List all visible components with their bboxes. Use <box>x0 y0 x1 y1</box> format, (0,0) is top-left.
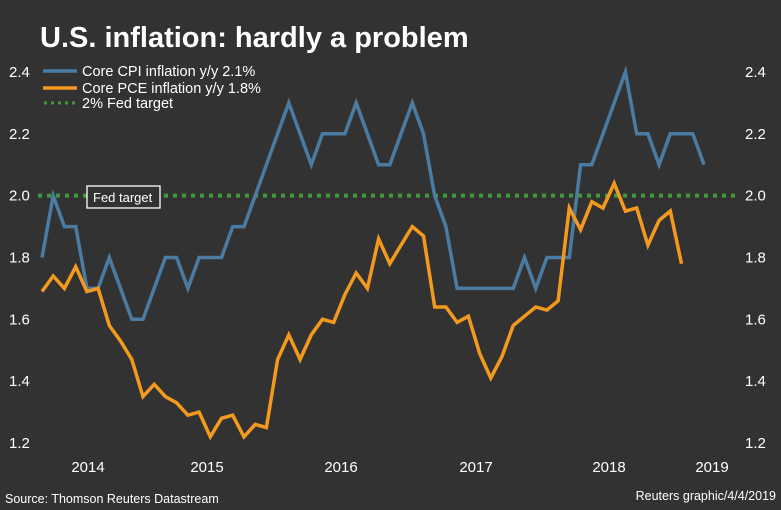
y-tick-label-right: 2.2 <box>745 126 766 143</box>
y-tick-label-left: 2.2 <box>9 126 30 143</box>
y-tick-label-right: 1.8 <box>745 250 766 267</box>
y-tick-label-right: 2.4 <box>745 64 766 81</box>
y-axis-right: 2.4 2.2 2.0 1.8 1.6 1.4 1.2 <box>745 64 766 452</box>
y-tick-label-left: 1.2 <box>9 435 30 452</box>
x-tick-label: 2019 <box>695 459 728 476</box>
x-tick-label: 2016 <box>324 459 357 476</box>
annotation-label: Fed target <box>93 190 153 205</box>
credit-note: Reuters graphic/4/4/2019 <box>636 489 776 503</box>
y-tick-label-left: 2.0 <box>9 188 30 205</box>
chart-title: U.S. inflation: hardly a problem <box>40 22 469 54</box>
x-tick-label: 2018 <box>592 459 625 476</box>
y-tick-label-right: 1.6 <box>745 311 766 328</box>
legend-label-core-pce: Core PCE inflation y/y 1.8% <box>82 81 261 97</box>
series-points-core-cpi <box>41 71 705 320</box>
legend-label-fed-target: 2% Fed target <box>82 96 173 112</box>
series-line-core-pce <box>40 178 684 441</box>
x-tick-label: 2014 <box>71 459 104 476</box>
annotation-box <box>86 185 161 209</box>
fed-target-annotation: Fed target <box>86 185 161 209</box>
y-tick-label-left: 2.4 <box>9 64 30 81</box>
legend-label-core-cpi: Core CPI inflation y/y 2.1% <box>82 64 255 80</box>
y-tick-label-left: 1.4 <box>9 373 30 390</box>
y-tick-label-right: 1.4 <box>745 373 766 390</box>
y-axis-left: 2.4 2.2 2.0 1.8 1.6 1.4 1.2 <box>9 64 30 452</box>
y-tick-label-left: 1.8 <box>9 250 30 267</box>
y-tick-label-left: 1.6 <box>9 311 30 328</box>
source-note: Source: Thomson Reuters Datastream <box>5 492 219 506</box>
x-tick-label: 2017 <box>459 459 492 476</box>
x-tick-label: 2015 <box>190 459 223 476</box>
x-axis: 2014 2015 2016 2017 2018 2019 <box>71 459 728 476</box>
y-tick-label-right: 2.0 <box>745 188 766 205</box>
series-points-core-pce <box>41 183 682 437</box>
y-tick-label-right: 1.2 <box>745 435 766 452</box>
series-line-core-cpi <box>40 65 706 322</box>
legend: Core CPI inflation y/y 2.1% Core PCE inf… <box>43 64 261 112</box>
